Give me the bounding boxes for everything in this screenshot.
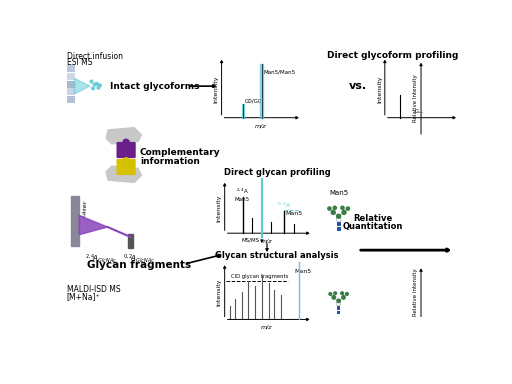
Bar — [67, 65, 75, 72]
Text: Relative Intensity: Relative Intensity — [413, 74, 418, 122]
Text: information: information — [140, 157, 200, 166]
Circle shape — [327, 206, 332, 211]
Bar — [129, 234, 133, 248]
Polygon shape — [75, 78, 90, 94]
Circle shape — [341, 295, 346, 300]
Circle shape — [123, 158, 129, 164]
Text: vs.: vs. — [349, 81, 367, 91]
Text: Direct infusion: Direct infusion — [67, 52, 123, 61]
Text: $^{2,4}\!A_{GlcNAc}$: $^{2,4}\!A_{GlcNAc}$ — [84, 252, 117, 265]
Circle shape — [93, 83, 96, 86]
Bar — [67, 81, 75, 88]
Text: Man5: Man5 — [286, 211, 303, 216]
Bar — [67, 96, 75, 103]
Text: Glycan fragments: Glycan fragments — [87, 260, 191, 270]
Text: Direct glycoform profiling: Direct glycoform profiling — [327, 51, 458, 60]
Text: Man5: Man5 — [329, 190, 348, 196]
Text: $^{0,2}$A: $^{0,2}$A — [277, 200, 291, 210]
Circle shape — [333, 291, 337, 295]
Circle shape — [332, 205, 337, 210]
Text: m/z: m/z — [261, 325, 273, 330]
FancyBboxPatch shape — [117, 159, 136, 175]
Text: CID glycan fragments: CID glycan fragments — [231, 274, 289, 279]
Text: $^{0,2}\!A_{GlcNAc}$: $^{0,2}\!A_{GlcNAc}$ — [123, 252, 155, 265]
Text: [M+Na]⁺: [M+Na]⁺ — [67, 293, 100, 301]
Text: Man5/Man5: Man5/Man5 — [264, 69, 296, 74]
Text: Complementary: Complementary — [140, 148, 221, 157]
Text: Intensity: Intensity — [217, 194, 222, 222]
Bar — [67, 88, 75, 95]
Text: m/z: m/z — [254, 123, 266, 128]
Circle shape — [340, 205, 345, 210]
Text: G0/G0: G0/G0 — [245, 99, 262, 104]
Text: Laser: Laser — [82, 200, 89, 218]
Circle shape — [336, 214, 342, 219]
Text: Intensity: Intensity — [214, 75, 219, 103]
Text: Intact glycoforms: Intact glycoforms — [110, 82, 200, 91]
Circle shape — [331, 295, 336, 300]
Circle shape — [342, 210, 347, 215]
Text: Man5: Man5 — [294, 269, 311, 274]
Text: ESI MS: ESI MS — [67, 58, 92, 68]
Polygon shape — [105, 166, 142, 183]
Text: Man5: Man5 — [235, 197, 250, 202]
Polygon shape — [72, 196, 79, 246]
Bar — [337, 222, 340, 226]
Text: Quantitation: Quantitation — [343, 222, 403, 231]
Text: Intensity: Intensity — [217, 279, 222, 306]
Polygon shape — [79, 215, 108, 235]
Text: Direct glycan profiling: Direct glycan profiling — [224, 168, 330, 177]
Circle shape — [336, 217, 341, 222]
Text: Relative Intensity: Relative Intensity — [413, 268, 418, 316]
Bar — [337, 306, 340, 310]
Text: MS/MS: MS/MS — [242, 237, 260, 242]
Text: $^{2,4}$A: $^{2,4}$A — [236, 187, 249, 196]
Circle shape — [95, 83, 98, 85]
Circle shape — [340, 291, 344, 295]
Circle shape — [331, 210, 336, 215]
Circle shape — [328, 292, 332, 296]
Circle shape — [345, 292, 349, 296]
Circle shape — [97, 86, 100, 89]
Bar — [337, 227, 340, 231]
Bar — [67, 73, 75, 80]
Text: m/z: m/z — [261, 238, 273, 243]
FancyBboxPatch shape — [117, 142, 136, 158]
Text: Relative: Relative — [354, 214, 393, 223]
Circle shape — [90, 80, 93, 83]
Circle shape — [123, 139, 129, 146]
Text: Glycan structural analysis: Glycan structural analysis — [215, 251, 339, 260]
Polygon shape — [105, 127, 142, 145]
Text: MALDI-ISD MS: MALDI-ISD MS — [67, 285, 120, 294]
Circle shape — [336, 301, 340, 306]
Circle shape — [346, 206, 350, 211]
Circle shape — [98, 84, 101, 87]
Bar — [337, 311, 340, 314]
Text: G...: G... — [414, 109, 424, 114]
Circle shape — [336, 298, 341, 303]
Text: Intensity: Intensity — [377, 75, 382, 103]
Circle shape — [92, 87, 94, 90]
